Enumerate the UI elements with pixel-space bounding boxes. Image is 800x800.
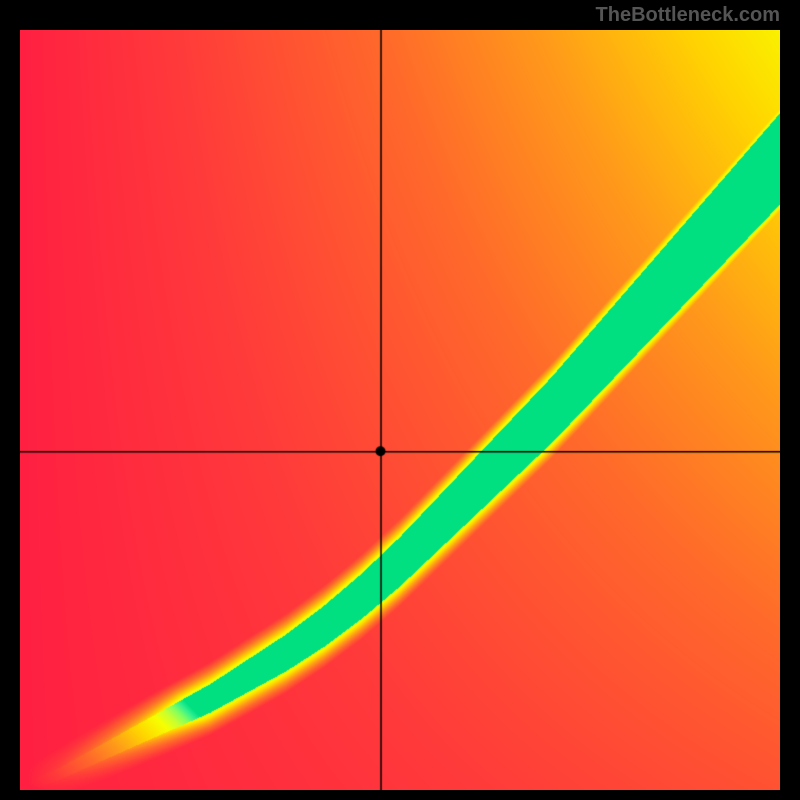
watermark: TheBottleneck.com	[596, 4, 780, 27]
chart-container: TheBottleneck.com	[0, 0, 800, 800]
heatmap-canvas	[20, 30, 780, 790]
heatmap-plot	[20, 30, 780, 790]
